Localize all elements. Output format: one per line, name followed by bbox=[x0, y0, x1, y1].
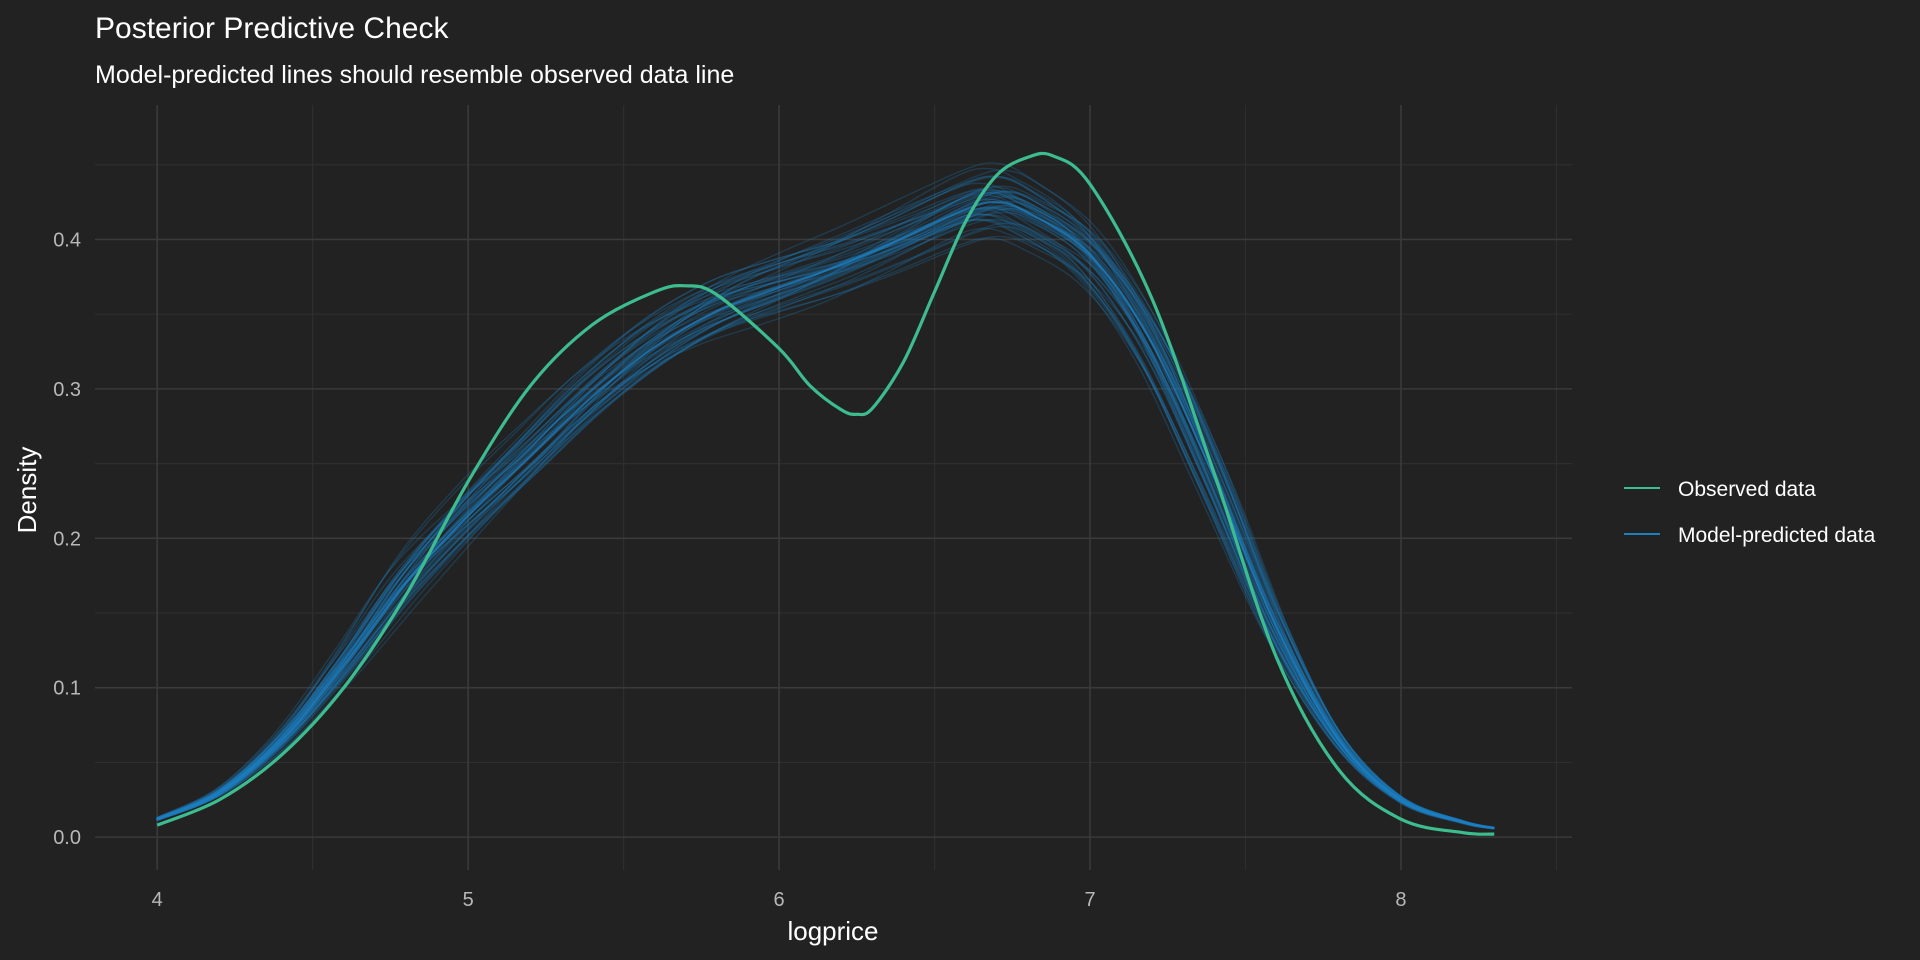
predicted-draw-line bbox=[156, 193, 1495, 829]
y-axis-title: Density bbox=[12, 447, 42, 534]
predicted-draw-line bbox=[157, 235, 1495, 829]
predicted-draw-line bbox=[157, 208, 1495, 830]
predicted-draw-line bbox=[156, 213, 1495, 830]
legend-label-observed: Observed data bbox=[1678, 478, 1816, 501]
predicted-draw-line bbox=[156, 186, 1495, 830]
predicted-draw-line bbox=[157, 222, 1495, 830]
predicted-draw-line bbox=[156, 207, 1495, 829]
model-predicted-lines bbox=[155, 162, 1496, 830]
predicted-draw-line bbox=[156, 207, 1495, 829]
x-tick-label: 4 bbox=[152, 889, 163, 911]
predicted-draw-line bbox=[156, 206, 1495, 829]
predicted-draw-line bbox=[158, 207, 1496, 829]
predicted-draw-line bbox=[157, 225, 1495, 830]
predicted-draw-line bbox=[157, 206, 1495, 829]
predicted-draw-line bbox=[155, 227, 1494, 830]
predicted-draw-line bbox=[156, 213, 1495, 830]
predicted-draw-line bbox=[156, 167, 1495, 830]
predicted-draw-line bbox=[157, 196, 1495, 829]
predicted-draw-line bbox=[156, 201, 1495, 829]
x-tick-label: 8 bbox=[1395, 889, 1406, 911]
chart-title: Posterior Predictive Check bbox=[95, 12, 449, 45]
tick-labels: 4 5 6 7 8 0.0 0.1 0.2 0.3 0.4 bbox=[53, 229, 1406, 911]
predicted-draw-line bbox=[156, 187, 1495, 829]
x-tick-label: 5 bbox=[463, 889, 474, 911]
x-tick-label: 6 bbox=[774, 889, 785, 911]
predicted-draw-line bbox=[156, 218, 1495, 830]
predicted-draw-line bbox=[156, 218, 1495, 829]
y-tick-label: 0.0 bbox=[53, 827, 81, 849]
predicted-draw-line bbox=[156, 199, 1495, 830]
y-tick-label: 0.1 bbox=[53, 678, 81, 700]
chart-subtitle: Model-predicted lines should resemble ob… bbox=[95, 61, 734, 89]
predicted-draw-line bbox=[156, 191, 1495, 830]
predicted-draw-line bbox=[157, 191, 1495, 829]
predicted-draw-line bbox=[156, 175, 1495, 829]
y-tick-label: 0.4 bbox=[53, 229, 81, 251]
x-tick-label: 7 bbox=[1084, 889, 1095, 911]
predicted-draw-line bbox=[155, 219, 1494, 830]
x-axis-title: logprice bbox=[787, 916, 878, 946]
legend-label-predicted: Model-predicted data bbox=[1678, 524, 1876, 547]
predicted-draw-line bbox=[156, 192, 1495, 829]
y-tick-label: 0.2 bbox=[53, 528, 81, 550]
predicted-draw-line bbox=[157, 207, 1495, 829]
observed-line-group bbox=[156, 151, 1495, 836]
predicted-draw-line bbox=[156, 189, 1494, 830]
predicted-draw-line bbox=[155, 213, 1494, 829]
predicted-draw-line bbox=[157, 190, 1495, 829]
predicted-draw-line bbox=[157, 205, 1495, 830]
predicted-draw-line bbox=[156, 218, 1495, 829]
predicted-draw-line bbox=[157, 185, 1495, 829]
predicted-draw-line bbox=[155, 192, 1494, 830]
predicted-draw-line bbox=[157, 201, 1495, 829]
observed-data-line bbox=[156, 151, 1495, 836]
predicted-mean-line bbox=[156, 201, 1495, 830]
grid bbox=[95, 105, 1572, 870]
predicted-draw-line bbox=[155, 182, 1494, 829]
y-tick-label: 0.3 bbox=[53, 379, 81, 401]
predicted-draw-line bbox=[156, 198, 1495, 829]
predicted-draw-line bbox=[157, 175, 1495, 829]
predicted-draw-line bbox=[157, 204, 1495, 829]
predicted-draw-line bbox=[156, 237, 1495, 830]
legend: Observed data Model-predicted data bbox=[1624, 478, 1876, 547]
predicted-draw-line bbox=[156, 189, 1495, 829]
predicted-draw-line bbox=[157, 211, 1495, 830]
